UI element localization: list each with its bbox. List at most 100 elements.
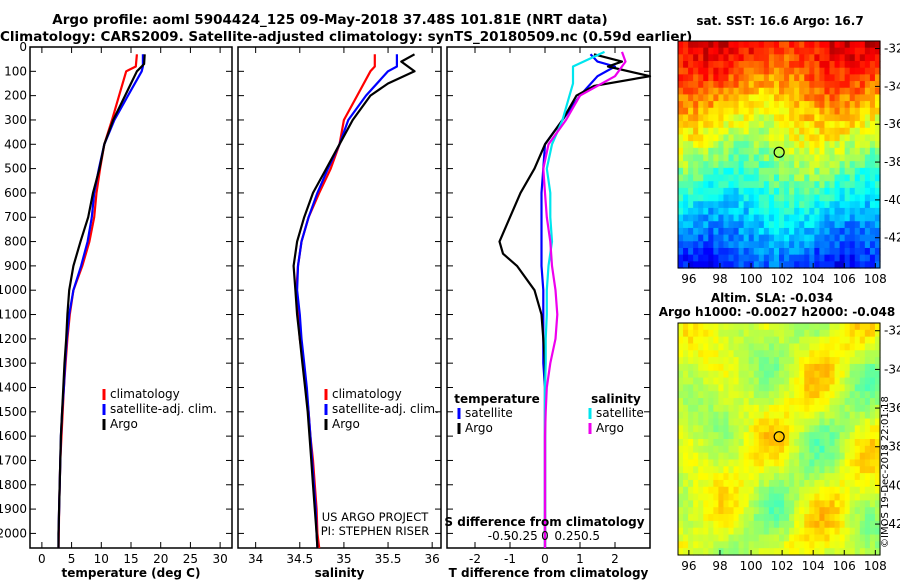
map-cell [693, 527, 699, 536]
map-cell [864, 221, 871, 229]
map-cell [738, 234, 745, 242]
map-cell [819, 201, 826, 209]
map-cell [733, 41, 740, 49]
map-cell [723, 514, 730, 522]
map-cell [773, 141, 780, 149]
legend-header-salinity: salinity [591, 392, 641, 406]
map-cell [753, 486, 760, 495]
map-cell [799, 479, 805, 488]
map-cell [683, 343, 689, 351]
map-cell [799, 181, 805, 189]
map-cell [799, 527, 805, 536]
map-cell [789, 479, 795, 488]
map-cell [799, 167, 805, 176]
map-cell [819, 398, 826, 406]
map-cell [864, 134, 871, 142]
map-cell [758, 534, 765, 542]
map-cell [839, 459, 846, 467]
map-cell [854, 254, 861, 262]
map-cell [698, 81, 704, 89]
map-cell [844, 221, 851, 229]
map-cell [804, 432, 810, 440]
map-cell [779, 154, 785, 162]
map-cell [854, 323, 861, 331]
map-cell [723, 141, 730, 149]
map-cell [688, 391, 694, 399]
map-cell [854, 445, 861, 454]
map-cell [713, 520, 719, 529]
map-cell [784, 67, 790, 75]
series-satellite [540, 53, 617, 548]
map-cell [718, 459, 725, 467]
map-cell [779, 234, 785, 242]
map-cell [753, 187, 760, 196]
map-cell [794, 541, 800, 549]
map-cell [758, 114, 765, 122]
map-cell [713, 67, 719, 75]
map-cell [789, 357, 795, 365]
map-cell [728, 107, 735, 116]
map-cell [874, 534, 881, 542]
map-cell [698, 41, 704, 49]
map-cell [713, 54, 719, 62]
map-cell [758, 357, 765, 365]
map-cell [789, 486, 795, 495]
map-cell [698, 121, 704, 129]
map-cell [718, 398, 725, 406]
title-line-1: Argo profile: aoml 5904424_125 09-May-20… [52, 12, 608, 28]
map-cell [859, 459, 866, 467]
map-cell [859, 404, 866, 413]
map-cell [809, 167, 815, 176]
map-cell [708, 247, 714, 256]
map-cell [683, 101, 689, 109]
map-cell [794, 87, 800, 96]
map-cell [713, 507, 719, 515]
map-cell [713, 194, 719, 202]
map-cell [723, 541, 730, 549]
map-cell [723, 384, 730, 392]
map-cell [814, 343, 820, 351]
map-cell [743, 201, 750, 209]
map-cell [874, 101, 881, 109]
map-cell [718, 47, 725, 55]
map-cell [794, 261, 800, 269]
map-cell [728, 234, 735, 242]
map-cell [824, 41, 831, 49]
map-cell [794, 94, 800, 102]
map-cell [743, 261, 750, 269]
map-cell [743, 466, 750, 474]
map-cell [809, 194, 815, 202]
map-cell [753, 452, 760, 461]
map-cell [834, 234, 841, 242]
map-cell [859, 541, 866, 549]
map-cell [834, 61, 841, 69]
map-cell [829, 398, 836, 406]
map-cell [753, 527, 760, 536]
map-cell [874, 336, 881, 345]
map-cell [849, 194, 856, 202]
map-cell [678, 350, 684, 358]
map-cell [698, 466, 704, 474]
map-cell [804, 194, 810, 202]
map-cell [688, 47, 694, 55]
map-cell [824, 54, 831, 62]
map-cell [748, 241, 755, 249]
map-cell [819, 459, 826, 467]
series-argo [57, 54, 146, 548]
map-cell [814, 493, 820, 502]
map-cell [763, 459, 770, 467]
map-cell [733, 357, 740, 365]
map-cell [809, 47, 815, 55]
map-cell [678, 357, 684, 365]
map-cell [768, 548, 775, 556]
map-cell [864, 527, 871, 536]
map-cell [703, 336, 709, 345]
map-cell [698, 67, 704, 75]
map-cell [683, 187, 689, 196]
map-cell [814, 161, 820, 169]
map-cell [738, 194, 745, 202]
map-cell [849, 121, 856, 129]
map-cell [794, 161, 800, 169]
map-cell [718, 500, 725, 508]
map-cell [789, 534, 795, 542]
